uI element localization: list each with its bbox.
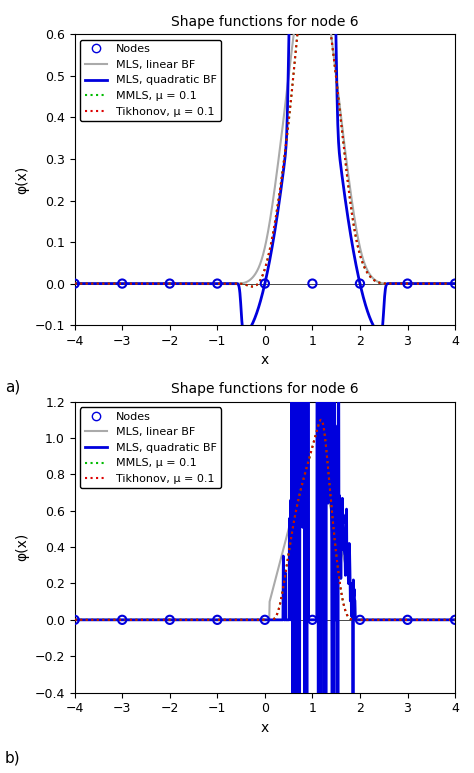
Point — [451, 278, 459, 290]
Point — [261, 614, 269, 626]
Legend: Nodes, MLS, linear BF, MLS, quadratic BF, MMLS, μ = 0.1, Tikhonov, μ = 0.1: Nodes, MLS, linear BF, MLS, quadratic BF… — [80, 407, 221, 489]
Title: Shape functions for node 6: Shape functions for node 6 — [171, 383, 359, 397]
Point — [166, 614, 173, 626]
Point — [356, 278, 364, 290]
Point — [213, 278, 221, 290]
Point — [404, 278, 411, 290]
Text: a): a) — [5, 379, 20, 394]
Text: b): b) — [5, 751, 20, 765]
Point — [451, 614, 459, 626]
Point — [404, 614, 411, 626]
Point — [71, 278, 78, 290]
Point — [261, 278, 269, 290]
Point — [71, 614, 78, 626]
Legend: Nodes, MLS, linear BF, MLS, quadratic BF, MMLS, μ = 0.1, Tikhonov, μ = 0.1: Nodes, MLS, linear BF, MLS, quadratic BF… — [80, 40, 221, 121]
Point — [213, 614, 221, 626]
Point — [118, 278, 126, 290]
Point — [309, 278, 316, 290]
Point — [166, 278, 173, 290]
Y-axis label: φ(x): φ(x) — [15, 533, 29, 561]
Point — [118, 614, 126, 626]
X-axis label: x: x — [261, 720, 269, 735]
Title: Shape functions for node 6: Shape functions for node 6 — [171, 15, 359, 29]
Point — [356, 614, 364, 626]
Y-axis label: φ(x): φ(x) — [15, 165, 29, 194]
Point — [309, 614, 316, 626]
X-axis label: x: x — [261, 353, 269, 367]
